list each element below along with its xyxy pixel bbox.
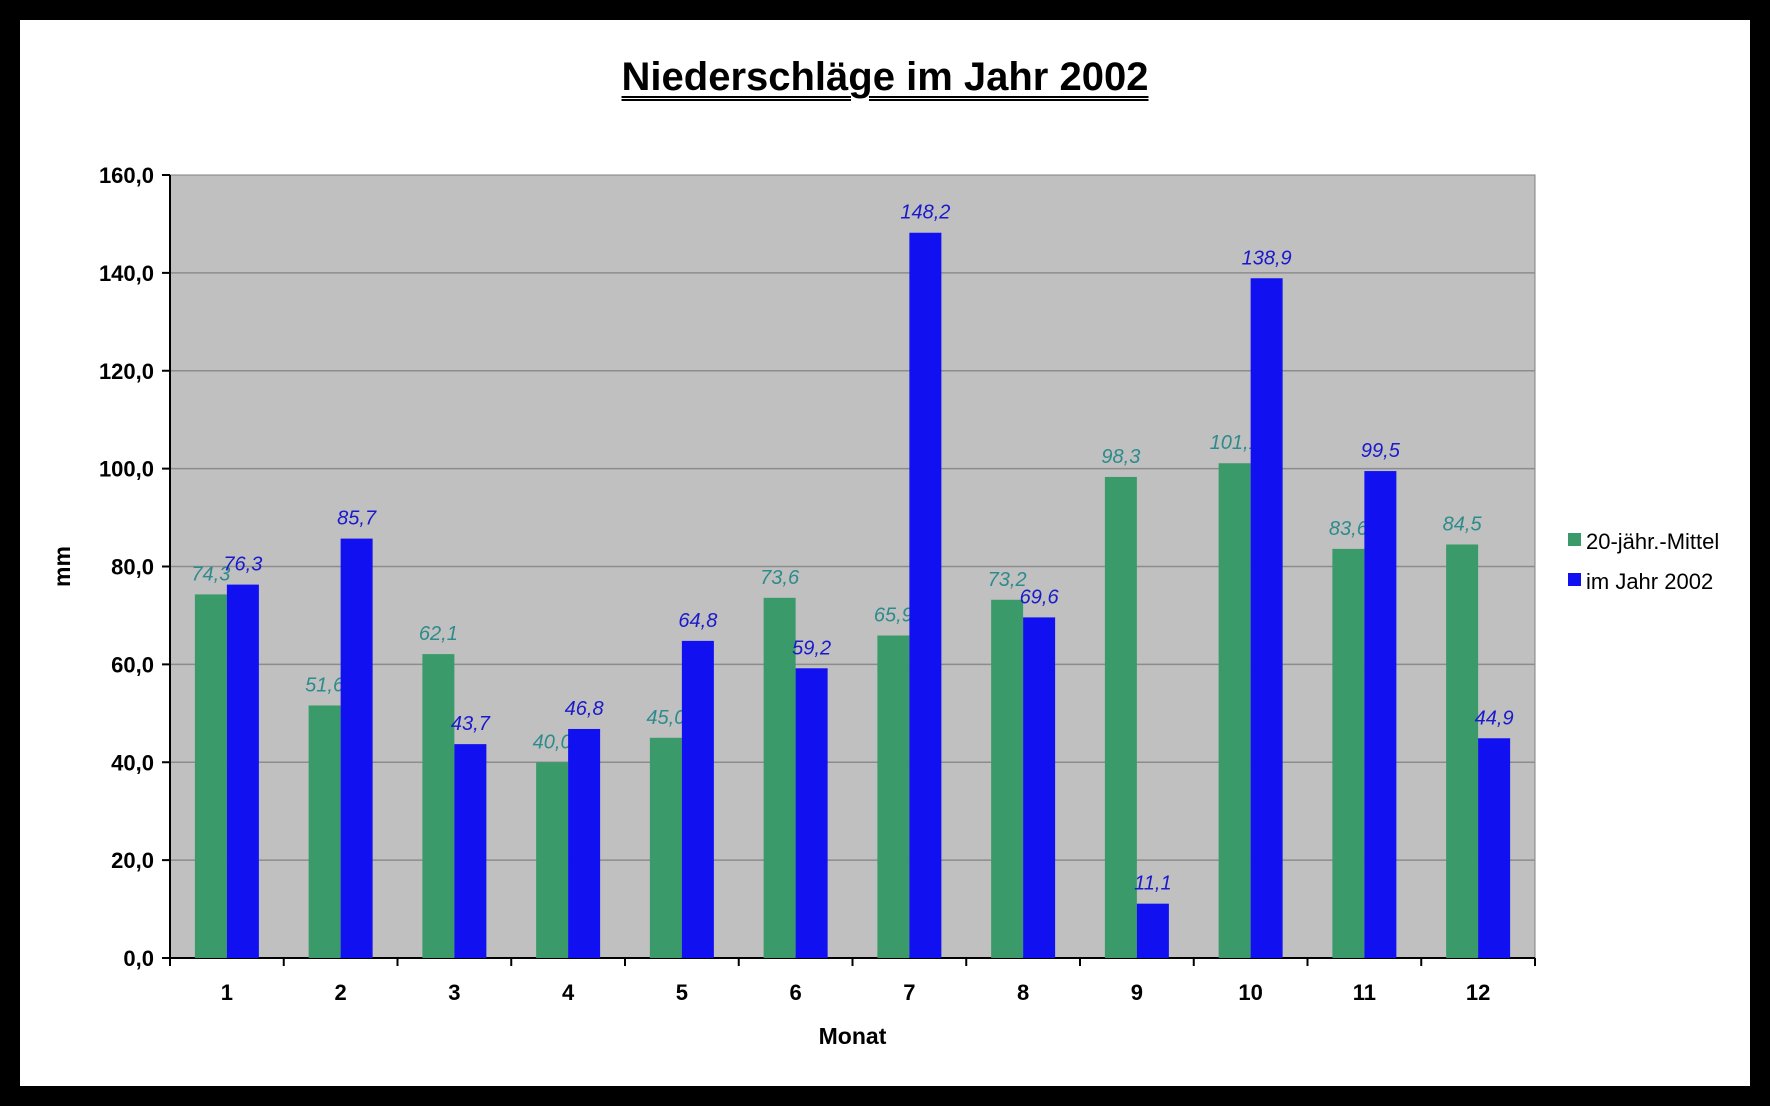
data-label: 40,0 [533,731,572,753]
legend-swatch [1568,533,1581,546]
y-tick-label: 140,0 [99,261,154,286]
data-label: 43,7 [451,713,491,735]
data-label: 99,5 [1361,440,1401,462]
bar-jahr2002 [1364,471,1397,958]
bar-jahr2002 [568,728,601,958]
legend-swatch [1568,573,1581,586]
data-label: 148,2 [900,202,950,224]
x-tick-label: 3 [448,980,460,1005]
y-tick-label: 0,0 [123,946,154,971]
x-tick-label: 10 [1238,980,1262,1005]
y-axis-title: mm [49,546,75,587]
x-tick-label: 9 [1131,980,1143,1005]
x-axis-title: Monat [819,1023,887,1049]
x-tick-label: 4 [562,980,575,1005]
legend-label: 20-jähr.-Mittel [1586,529,1719,554]
y-tick-label: 20,0 [111,848,154,873]
bar-mittel [1104,476,1137,958]
y-tick-label: 160,0 [99,163,154,188]
y-tick-label: 120,0 [99,359,154,384]
data-label: 65,9 [874,605,913,627]
data-label: 44,9 [1475,707,1514,729]
bar-mittel [1218,463,1251,958]
y-tick-label: 100,0 [99,457,154,482]
bar-jahr2002 [1478,738,1511,958]
chart-title: Niederschläge im Jahr 2002 [621,55,1149,99]
data-label: 46,8 [565,698,604,720]
data-label: 62,1 [419,623,458,645]
y-tick-label: 60,0 [111,652,154,677]
data-label: 51,6 [305,674,345,696]
x-tick-label: 11 [1353,980,1376,1005]
data-label: 83,6 [1329,518,1369,540]
data-label: 98,3 [1101,446,1140,468]
bar-jahr2002 [681,640,714,958]
bar-mittel [308,705,341,958]
bar-mittel [991,599,1024,958]
bar-jahr2002 [226,584,259,958]
bar-mittel [1446,544,1479,958]
bar-jahr2002 [340,538,373,958]
x-tick-label: 1 [221,980,233,1005]
x-tick-label: 7 [903,980,915,1005]
data-label: 73,2 [988,569,1027,591]
data-label: 73,6 [760,567,800,589]
bar-jahr2002 [909,232,942,959]
data-label: 59,2 [792,637,831,659]
data-label: 85,7 [337,508,377,530]
bar-jahr2002 [454,744,487,958]
x-tick-label: 5 [676,980,688,1005]
bar-mittel [649,737,682,958]
data-label: 84,5 [1443,513,1483,535]
legend-label: im Jahr 2002 [1586,569,1713,594]
data-label: 45,0 [646,707,685,729]
bar-mittel [877,635,910,958]
data-label: 138,9 [1242,247,1292,269]
data-label: 64,8 [678,610,717,632]
bar-jahr2002 [1136,903,1169,958]
data-label: 76,3 [223,554,262,576]
y-tick-label: 40,0 [111,750,154,775]
bar-jahr2002 [795,668,828,958]
bar-mittel [763,597,796,958]
data-label: 101,1 [1210,432,1260,454]
data-label: 69,6 [1020,586,1060,608]
x-tick-label: 6 [790,980,802,1005]
data-label: 11,1 [1134,873,1171,895]
x-tick-label: 12 [1466,980,1490,1005]
x-tick-label: 2 [335,980,347,1005]
bar-mittel [422,654,455,958]
bar-jahr2002 [1250,278,1283,958]
bar-jahr2002 [1023,617,1056,958]
data-label: 74,3 [191,563,230,585]
y-tick-label: 80,0 [111,555,154,580]
bar-mittel [1332,548,1365,958]
x-tick-label: 8 [1017,980,1029,1005]
bar-mittel [194,594,227,958]
bar-mittel [536,762,569,958]
